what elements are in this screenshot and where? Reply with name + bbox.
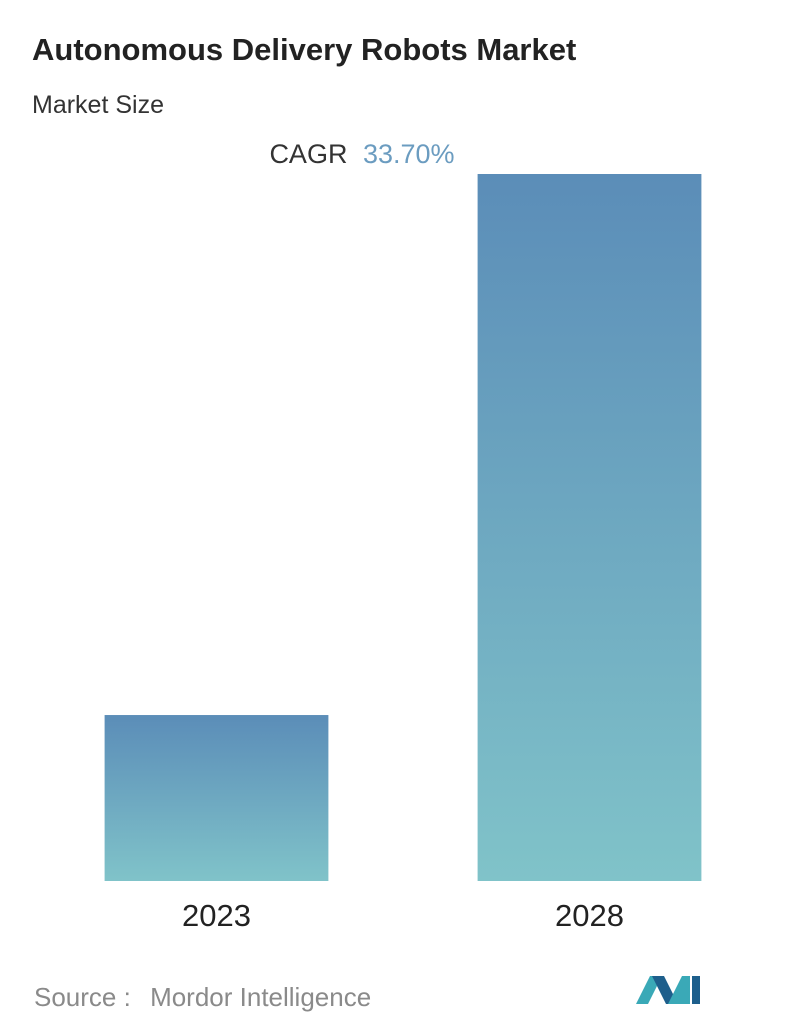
x-tick-label: 2023	[182, 898, 251, 933]
logo	[636, 976, 700, 1004]
bar	[104, 715, 329, 881]
chart-subtitle: Market Size	[32, 91, 164, 119]
source-value: Mordor Intelligence	[150, 982, 371, 1012]
cagr-value: 33.70%	[363, 139, 455, 169]
cagr: CAGR 33.70%	[269, 139, 454, 169]
source-label: Source :	[34, 982, 131, 1012]
cagr-label: CAGR	[269, 139, 347, 169]
source: Source : Mordor Intelligence	[34, 982, 371, 1012]
chart-title: Autonomous Delivery Robots Market	[32, 32, 576, 67]
x-tick-label: 2028	[555, 898, 624, 933]
bar	[477, 174, 702, 881]
